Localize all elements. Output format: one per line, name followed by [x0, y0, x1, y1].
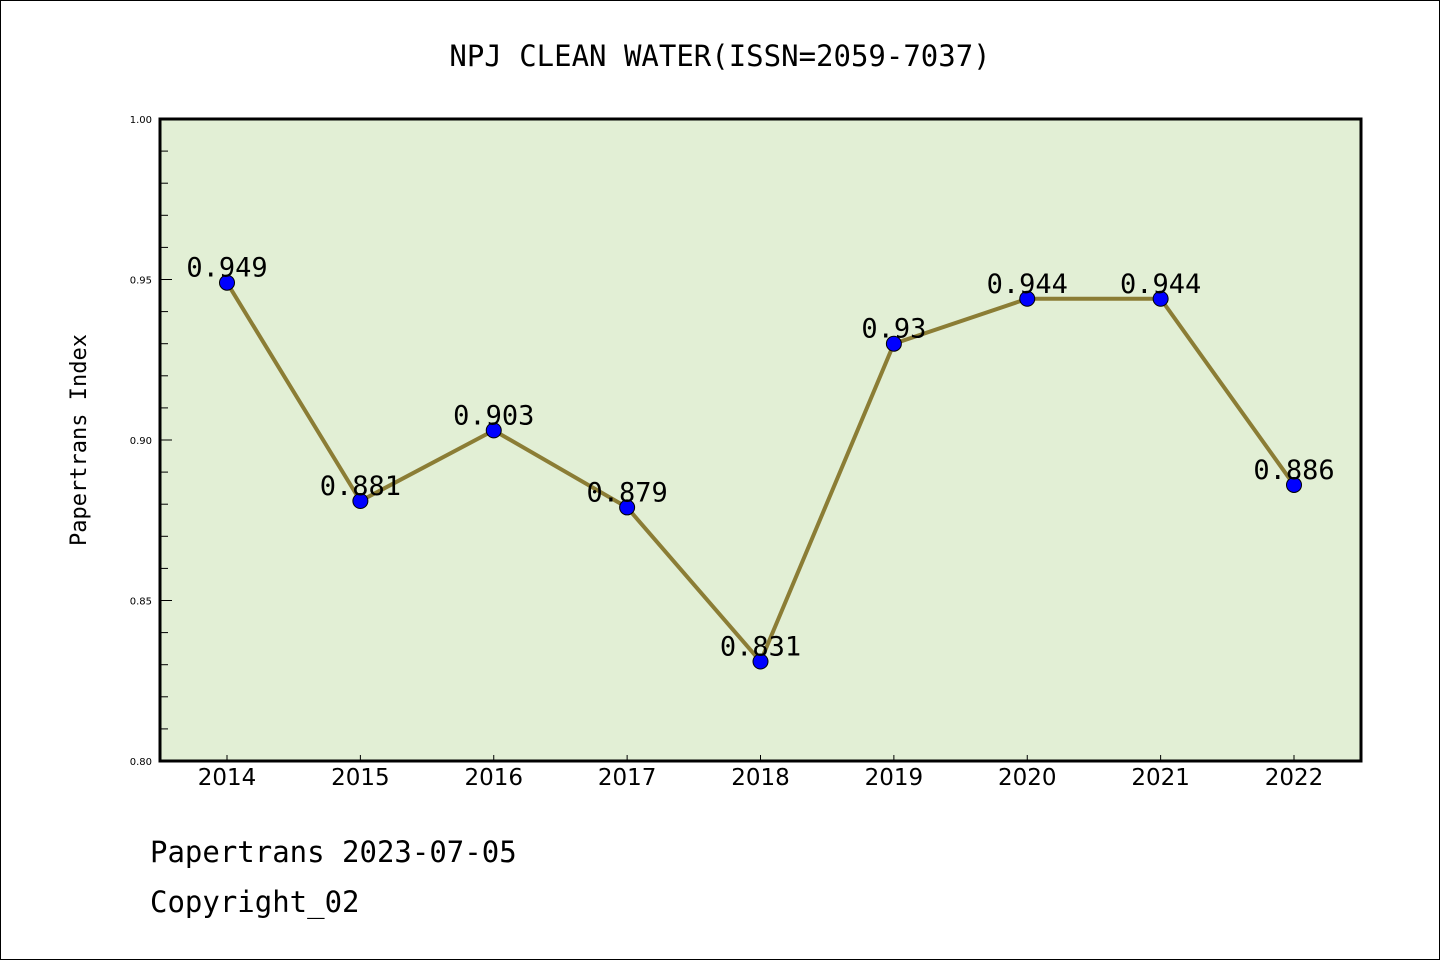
data-point	[752, 653, 769, 670]
data-point	[1019, 290, 1036, 307]
x-tick-label: 2015	[331, 765, 390, 791]
y-tick-label: 0.90	[130, 436, 152, 447]
x-tick-label: 2022	[1265, 765, 1324, 791]
footer-date: Papertrans 2023-07-05	[150, 835, 517, 869]
x-tick-label: 2021	[1131, 765, 1190, 791]
x-tick-label: 2014	[198, 765, 257, 791]
footer-copyright: Copyright_02	[150, 885, 360, 919]
data-label: 0.944	[987, 269, 1068, 300]
data-label: 0.949	[186, 253, 267, 284]
data-label: 0.886	[1253, 455, 1334, 486]
data-label: 0.93	[861, 314, 926, 345]
data-point	[219, 274, 235, 291]
y-tick-label: 0.80	[130, 757, 152, 768]
data-label: 0.881	[320, 471, 401, 502]
y-tick-label: 0.95	[130, 276, 152, 287]
data-point	[1286, 476, 1302, 493]
y-tick-label: 0.85	[130, 597, 152, 608]
data-point	[885, 335, 902, 352]
data-label: 0.831	[720, 631, 801, 662]
x-tick-label: 2017	[598, 765, 657, 791]
data-label: 0.903	[453, 400, 534, 431]
data-point	[619, 499, 636, 516]
x-tick-label: 2018	[731, 765, 790, 791]
chart-title: NPJ CLEAN WATER(ISSN=2059-7037)	[449, 39, 990, 73]
x-tick-label: 2019	[865, 765, 924, 791]
y-axis-label: Papertrans Index	[67, 334, 92, 546]
data-point	[1152, 290, 1169, 307]
x-tick-label: 2020	[998, 765, 1057, 791]
data-point	[485, 422, 502, 439]
y-tick-label: 1.00	[130, 115, 152, 126]
x-tick-label: 2016	[464, 765, 523, 791]
data-label: 0.944	[1120, 269, 1201, 300]
data-point	[352, 492, 369, 509]
data-label: 0.879	[586, 477, 667, 508]
plot-border	[158, 117, 1363, 763]
